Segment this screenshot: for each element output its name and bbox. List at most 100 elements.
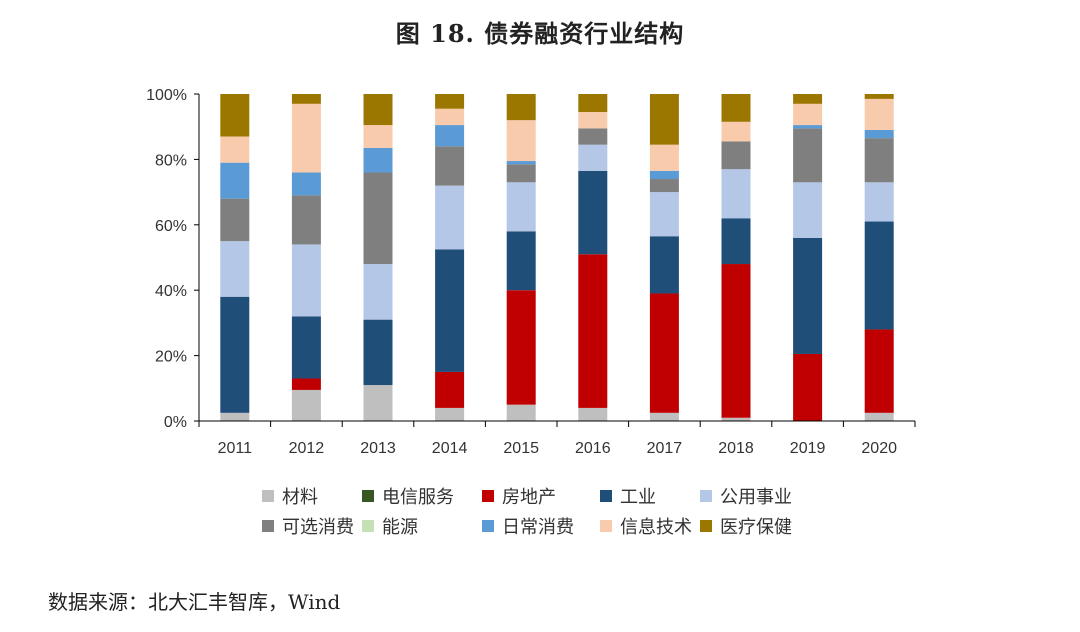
bar-segment xyxy=(291,316,321,379)
bar-segment xyxy=(578,94,608,112)
bar-segment xyxy=(506,182,536,232)
bar-segment xyxy=(864,221,894,330)
bar-segment xyxy=(435,108,465,126)
chart-title: 图 18. 债券融资行业结构 xyxy=(395,19,685,48)
legend-swatch xyxy=(700,490,712,502)
legend-item: 可选消费 xyxy=(262,513,362,539)
bar-segment xyxy=(363,172,393,265)
bar-segment xyxy=(363,319,393,386)
y-tick-label: 80% xyxy=(155,152,187,169)
legend-swatch xyxy=(262,490,274,502)
legend-label: 房地产 xyxy=(502,487,556,508)
bar-segment xyxy=(578,111,608,129)
bar-segment xyxy=(721,264,751,418)
legend-swatch xyxy=(262,520,274,532)
legend-label: 公用事业 xyxy=(720,487,792,508)
bar-segment xyxy=(578,128,608,145)
legend-item: 电信服务 xyxy=(362,483,482,509)
bar-segment xyxy=(506,231,536,291)
legend-label: 工业 xyxy=(620,487,656,508)
bar-segment xyxy=(435,185,465,250)
legend-item: 公用事业 xyxy=(700,483,820,509)
bar-segment xyxy=(220,94,250,137)
bars-area xyxy=(220,94,894,421)
bar-segment xyxy=(721,169,751,219)
bar-segment xyxy=(363,264,393,320)
legend-item: 工业 xyxy=(600,483,700,509)
bar-segment xyxy=(721,417,751,421)
legend-label: 能源 xyxy=(382,517,418,538)
bar-segment xyxy=(864,412,894,421)
bar-segment xyxy=(721,94,751,122)
bar-segment xyxy=(506,161,536,165)
legend-row: 材料 电信服务 房地产 工业 公用事业 xyxy=(262,481,862,511)
bar-segment xyxy=(435,407,465,421)
bar-segment xyxy=(435,125,465,147)
bar-segment xyxy=(578,170,608,255)
legend-label: 可选消费 xyxy=(282,517,354,538)
bar-segment xyxy=(793,94,823,104)
bar-segment xyxy=(291,244,321,317)
legend-swatch xyxy=(482,520,494,532)
legend-label: 医疗保健 xyxy=(720,517,792,538)
bar-segment xyxy=(220,162,250,199)
legend-swatch xyxy=(482,490,494,502)
bar-segment xyxy=(864,98,894,130)
bar-segment xyxy=(506,120,536,162)
x-axis: 2011 2012 2013 2014 2015 2016 2017 2018 2019 2020 xyxy=(198,420,916,457)
bar-segment xyxy=(649,192,679,237)
stacked-bar-chart: 0%20%40%60%80%100% 2011 2012 2013 2014 2015 2… xyxy=(146,87,916,457)
bar-segment xyxy=(435,146,465,186)
bar-segment xyxy=(864,329,894,413)
legend-swatch xyxy=(600,490,612,502)
bar-segment xyxy=(506,94,536,121)
legend-swatch xyxy=(362,520,374,532)
bar-segment xyxy=(578,254,608,408)
bar-segment xyxy=(220,296,250,413)
bar-segment xyxy=(649,94,679,145)
bar-segment xyxy=(864,94,894,99)
x-tick-label: 2018 xyxy=(718,440,754,457)
x-tick-label: 2014 xyxy=(432,440,468,457)
legend-row: 可选消费 能源 日常消费 信息技术 医疗保健 xyxy=(262,511,862,541)
bar-segment xyxy=(721,121,751,142)
x-tick-label: 2012 xyxy=(289,440,325,457)
bar-segment xyxy=(291,172,321,196)
bar-segment xyxy=(435,94,465,109)
bar-segment xyxy=(291,103,321,173)
bar-segment xyxy=(291,94,321,104)
bar-segment xyxy=(864,138,894,183)
bar-segment xyxy=(363,385,393,421)
legend-swatch xyxy=(700,520,712,532)
bar-segment xyxy=(864,129,894,139)
legend-label: 信息技术 xyxy=(620,517,692,538)
bar-segment xyxy=(363,125,393,148)
bar-segment xyxy=(506,404,536,421)
legend-label: 电信服务 xyxy=(382,487,454,508)
y-tick-label: 20% xyxy=(155,349,187,366)
legend: 材料 电信服务 房地产 工业 公用事业 可选消费 能源 日常消费 信息技术 医疗保健 xyxy=(262,481,862,541)
bar-segment xyxy=(363,94,393,126)
bar-segment xyxy=(506,290,536,405)
bar-segment xyxy=(578,407,608,421)
x-tick-label: 2019 xyxy=(790,440,826,457)
x-tick-label: 2015 xyxy=(503,440,539,457)
bar-segment xyxy=(793,237,823,354)
x-tick-label: 2017 xyxy=(647,440,683,457)
bar-segment xyxy=(649,236,679,294)
legend-item: 房地产 xyxy=(482,483,600,509)
legend-item: 能源 xyxy=(362,513,482,539)
bar-segment xyxy=(793,128,823,183)
bar-segment xyxy=(578,144,608,171)
bar-segment xyxy=(649,412,679,421)
bar-segment xyxy=(864,182,894,222)
bar-segment xyxy=(291,195,321,245)
y-tick-label: 0% xyxy=(164,414,187,431)
y-tick-label: 60% xyxy=(155,218,187,235)
y-tick-label: 100% xyxy=(146,87,187,104)
bar-segment xyxy=(291,378,321,390)
legend-label: 材料 xyxy=(282,487,318,508)
x-tick-label: 2016 xyxy=(575,440,611,457)
bar-segment xyxy=(649,144,679,171)
legend-swatch xyxy=(600,520,612,532)
